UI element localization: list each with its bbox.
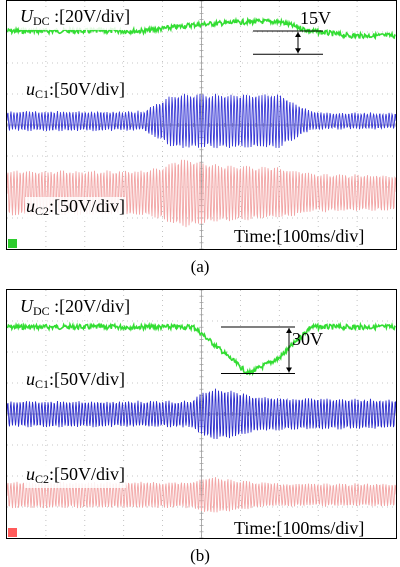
uc1-label-a: uC1:[50V/div] [25, 79, 127, 103]
trace-udc [7, 16, 396, 41]
time-scale-label-a: Time:[100ms/div] [233, 226, 366, 246]
udc-label-b: UDC :[20V/div] [19, 296, 132, 320]
channel-marker-b [8, 528, 17, 537]
dip-arrowhead-down [286, 367, 292, 373]
udc-label-a: UDC :[20V/div] [19, 6, 132, 30]
uc1-label-b: uC1:[50V/div] [25, 369, 127, 393]
udc-dip-annotation-b: 30V [292, 329, 323, 349]
scope-panel-b: UDC :[20V/div] 30V uC1:[50V/div] uC2:[50… [6, 289, 397, 539]
dip-arrowhead-down [295, 48, 301, 54]
scope-panel-a: UDC :[20V/div] 15V uC1:[50V/div] uC2:[50… [6, 0, 397, 250]
dip-arrowhead-up [295, 32, 301, 37]
caption-a: (a) [190, 257, 210, 276]
trace-uc1 [7, 93, 396, 149]
scope-plot-a [7, 1, 396, 249]
time-scale-label-b: Time:[100ms/div] [233, 518, 366, 538]
channel-marker-a [8, 239, 17, 248]
uc2-label-a: uC2:[50V/div] [25, 196, 127, 220]
trace-uc2 [7, 477, 396, 513]
dip-arrowhead-up [286, 328, 292, 333]
uc2-label-b: uC2:[50V/div] [25, 464, 127, 488]
dip-annotation [253, 30, 323, 55]
udc-dip-annotation-a: 15V [300, 8, 331, 28]
trace-uc1 [7, 388, 396, 440]
dip-annotation [221, 326, 295, 374]
trace-udc [7, 321, 396, 377]
caption-b: (b) [190, 546, 210, 565]
scope-plot-b [7, 290, 396, 538]
